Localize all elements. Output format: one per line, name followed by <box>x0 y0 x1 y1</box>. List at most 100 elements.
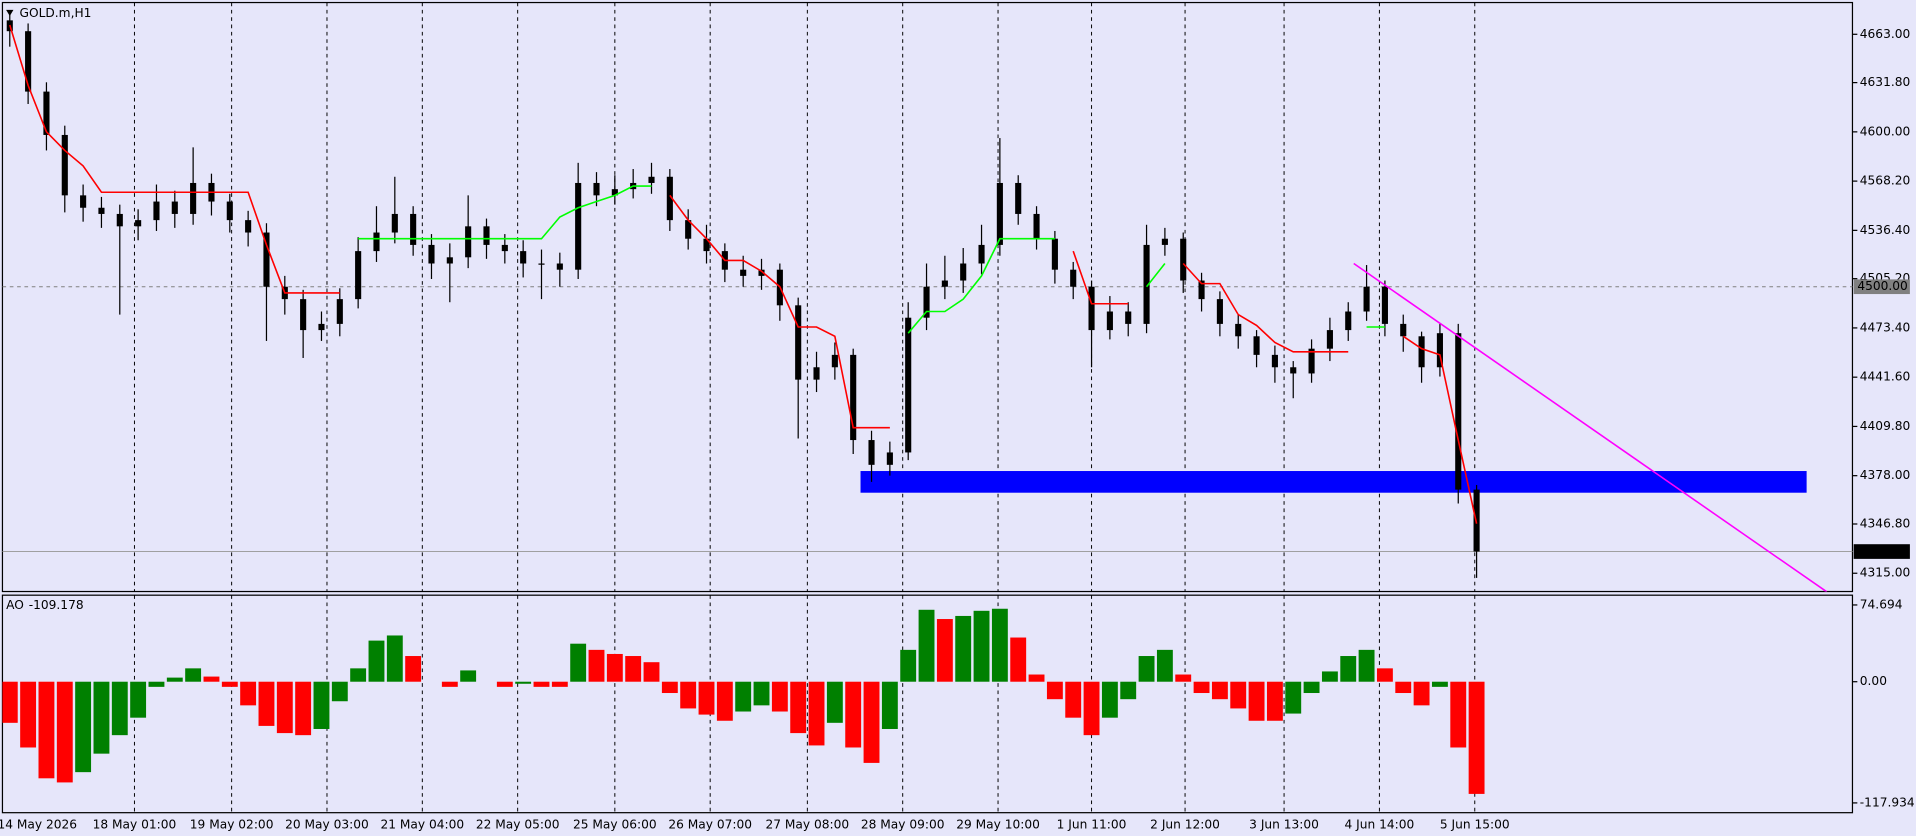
x-tick-label: 3 Jun 13:00 <box>1249 817 1319 831</box>
candle-body <box>153 201 160 221</box>
chart-title: GOLD.m,H1 <box>20 6 92 20</box>
symbol-menu-arrow[interactable] <box>6 9 14 16</box>
ao-bar <box>533 681 550 687</box>
ao-bar <box>955 615 972 682</box>
candle-body <box>850 354 857 441</box>
candle-body <box>1216 299 1223 324</box>
ao-bar <box>1138 656 1155 682</box>
ao-bar <box>1395 681 1412 694</box>
candle-body <box>740 269 747 276</box>
candle-body <box>703 238 710 252</box>
price-plot <box>6 11 1828 592</box>
y-tick-label: 4663.00 <box>1860 27 1910 41</box>
trend-line <box>9 24 1478 524</box>
ao-bar <box>1193 681 1210 694</box>
candle-body <box>1326 330 1333 349</box>
candle-body <box>1180 238 1187 281</box>
y-tick-label: 4409.80 <box>1860 419 1910 433</box>
ao-bar <box>936 619 953 682</box>
indicator-value: -109.178 <box>29 597 84 611</box>
ao-bar <box>698 681 715 715</box>
candle-body <box>1455 333 1462 490</box>
candle-body <box>978 244 985 264</box>
candle-body <box>446 257 453 264</box>
ao-bar <box>551 681 568 687</box>
candle-body <box>1400 323 1407 337</box>
candle-body <box>813 367 820 380</box>
ao-bar <box>460 670 477 682</box>
ao-bar <box>973 610 990 682</box>
indicator-title: AO -109.178 <box>6 597 84 611</box>
price-level-tag <box>1853 544 1910 559</box>
candle-body <box>300 299 307 331</box>
candle-body <box>318 323 325 331</box>
y-tick-label: 4378.00 <box>1860 468 1910 482</box>
ao-bar <box>515 681 532 684</box>
x-tick-label: 2 Jun 12:00 <box>1150 817 1220 831</box>
ao-bar <box>625 656 642 682</box>
candle-body <box>886 452 893 465</box>
candle-body <box>1363 286 1370 312</box>
ao-bar <box>1285 681 1302 714</box>
y-tick-label: 4568.20 <box>1860 174 1910 188</box>
candle-body <box>61 134 68 196</box>
ao-bar <box>1340 656 1357 682</box>
ao-bar <box>1431 681 1448 687</box>
candle-body <box>593 182 600 196</box>
candle-body <box>923 286 930 318</box>
ao-bar <box>808 681 825 746</box>
candle-body <box>226 201 233 221</box>
candle-body <box>1436 333 1443 368</box>
ao-bar <box>900 649 917 682</box>
candle-body <box>868 440 875 465</box>
ao-bar <box>1010 637 1027 682</box>
ao-bar <box>606 653 623 682</box>
ao-bar <box>588 649 605 682</box>
ao-bar <box>350 668 367 682</box>
ao-bar <box>845 681 862 748</box>
price-level-label: 4329.01 <box>1857 544 1907 558</box>
ao-bar <box>1120 681 1137 700</box>
ao-bar <box>75 681 92 773</box>
x-tick-label: 18 May 01:00 <box>93 817 177 831</box>
candle-body <box>1143 244 1150 324</box>
ao-bar <box>313 681 330 729</box>
candle-body <box>373 232 380 252</box>
candle-body <box>1253 336 1260 355</box>
ao-plot <box>2 608 1485 794</box>
candle-body <box>831 354 838 368</box>
ao-bar <box>441 681 458 687</box>
ao-bar <box>863 681 880 763</box>
y-tick-label: 0.00 <box>1860 674 1887 688</box>
x-tick-label: 27 May 08:00 <box>766 817 850 831</box>
candle-body <box>960 263 967 281</box>
ao-bar <box>1450 681 1467 748</box>
ao-bar <box>753 681 770 706</box>
x-tick-label: 19 May 02:00 <box>190 817 274 831</box>
y-tick-label: 4346.80 <box>1860 516 1910 530</box>
candle-body <box>391 213 398 233</box>
candle-body <box>135 220 142 227</box>
candle-body <box>80 195 87 208</box>
candle-body <box>171 201 178 214</box>
ao-bar <box>56 681 73 783</box>
ao-bar <box>1046 681 1063 700</box>
candle-body <box>116 213 123 227</box>
ao-bar <box>1230 681 1247 709</box>
ao-bar <box>991 608 1008 682</box>
candle-body <box>428 244 435 264</box>
candle-body <box>336 299 343 324</box>
ao-bar <box>38 681 55 779</box>
ao-bar <box>111 681 128 736</box>
candle-body <box>355 251 362 300</box>
ao-bar <box>1083 681 1100 736</box>
candle-body <box>483 226 490 245</box>
candle-body <box>98 207 105 214</box>
candle-body <box>685 220 692 239</box>
ao-bar <box>881 681 898 729</box>
ao-bar <box>1175 674 1192 682</box>
ao-bar <box>771 681 788 712</box>
ao-bar <box>661 681 678 694</box>
price-level-label: 4500.00 <box>1857 279 1907 293</box>
